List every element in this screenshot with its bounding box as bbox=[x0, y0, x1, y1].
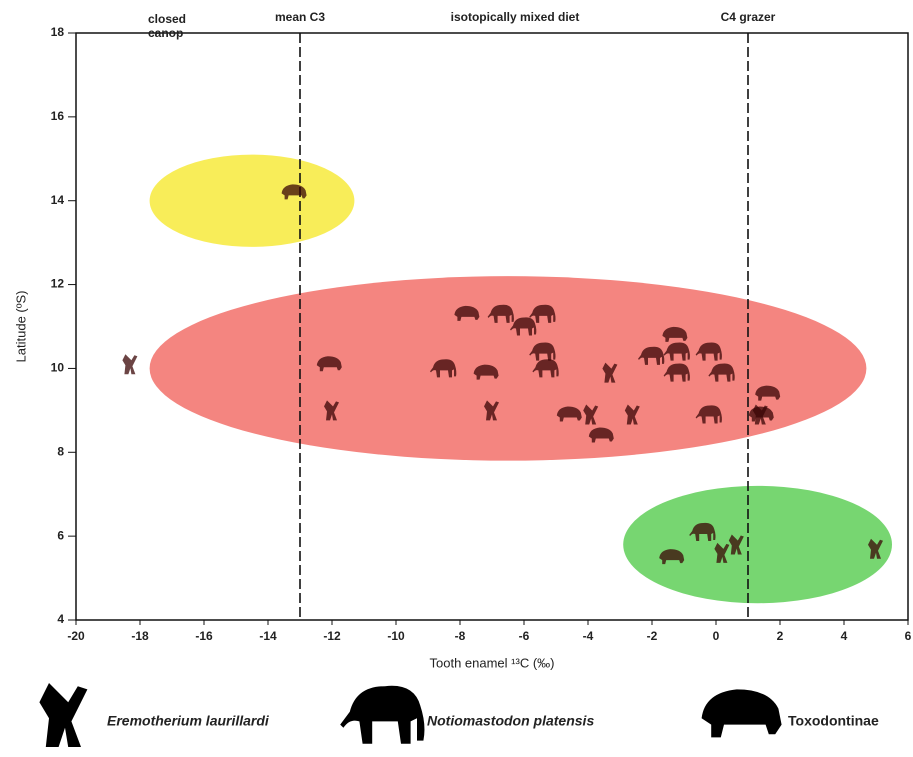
region bbox=[150, 276, 867, 460]
region bbox=[623, 486, 892, 603]
legend-icon bbox=[39, 683, 87, 747]
legend-icon bbox=[702, 689, 782, 737]
x-tick-label: -6 bbox=[519, 629, 530, 643]
y-axis-title: Latitude (ºS) bbox=[13, 291, 28, 363]
x-axis-title: Tooth enamel ¹³C (‰) bbox=[430, 655, 555, 670]
x-tick-label: -14 bbox=[259, 629, 277, 643]
y-tick-label: 12 bbox=[51, 277, 65, 291]
y-tick-label: 16 bbox=[51, 109, 65, 123]
x-tick-label: 6 bbox=[905, 629, 912, 643]
legend-name: Notiomastodon platensis bbox=[427, 713, 594, 729]
legend-name: Eremotherium laurillardi bbox=[107, 713, 270, 729]
y-tick-label: 4 bbox=[57, 612, 64, 626]
y-tick-label: 18 bbox=[51, 25, 65, 39]
annotation: isotopically mixed diet bbox=[451, 10, 580, 24]
x-tick-label: -20 bbox=[67, 629, 85, 643]
legend-name: Toxodontinae bbox=[788, 713, 879, 729]
y-tick-label: 8 bbox=[57, 444, 64, 458]
x-tick-label: 2 bbox=[777, 629, 784, 643]
reference-label: C4 grazer bbox=[721, 10, 776, 24]
x-tick-label: -10 bbox=[387, 629, 405, 643]
annotation: canop bbox=[148, 26, 183, 40]
x-tick-label: -16 bbox=[195, 629, 213, 643]
region bbox=[150, 155, 355, 247]
x-tick-label: -8 bbox=[455, 629, 466, 643]
annotation: closed bbox=[148, 12, 186, 26]
y-tick-label: 6 bbox=[57, 528, 64, 542]
reference-label: mean C3 bbox=[275, 10, 325, 24]
y-tick-label: 14 bbox=[51, 193, 65, 207]
x-tick-label: 0 bbox=[713, 629, 720, 643]
point bbox=[122, 354, 137, 374]
legend-icon bbox=[340, 686, 424, 744]
x-tick-label: -18 bbox=[131, 629, 149, 643]
x-tick-label: -2 bbox=[647, 629, 658, 643]
y-tick-label: 10 bbox=[51, 361, 65, 375]
x-tick-label: -12 bbox=[323, 629, 341, 643]
x-tick-label: 4 bbox=[841, 629, 848, 643]
chart: -20-18-16-14-12-10-8-6-4-202464681012141… bbox=[0, 0, 913, 752]
x-tick-label: -4 bbox=[583, 629, 594, 643]
